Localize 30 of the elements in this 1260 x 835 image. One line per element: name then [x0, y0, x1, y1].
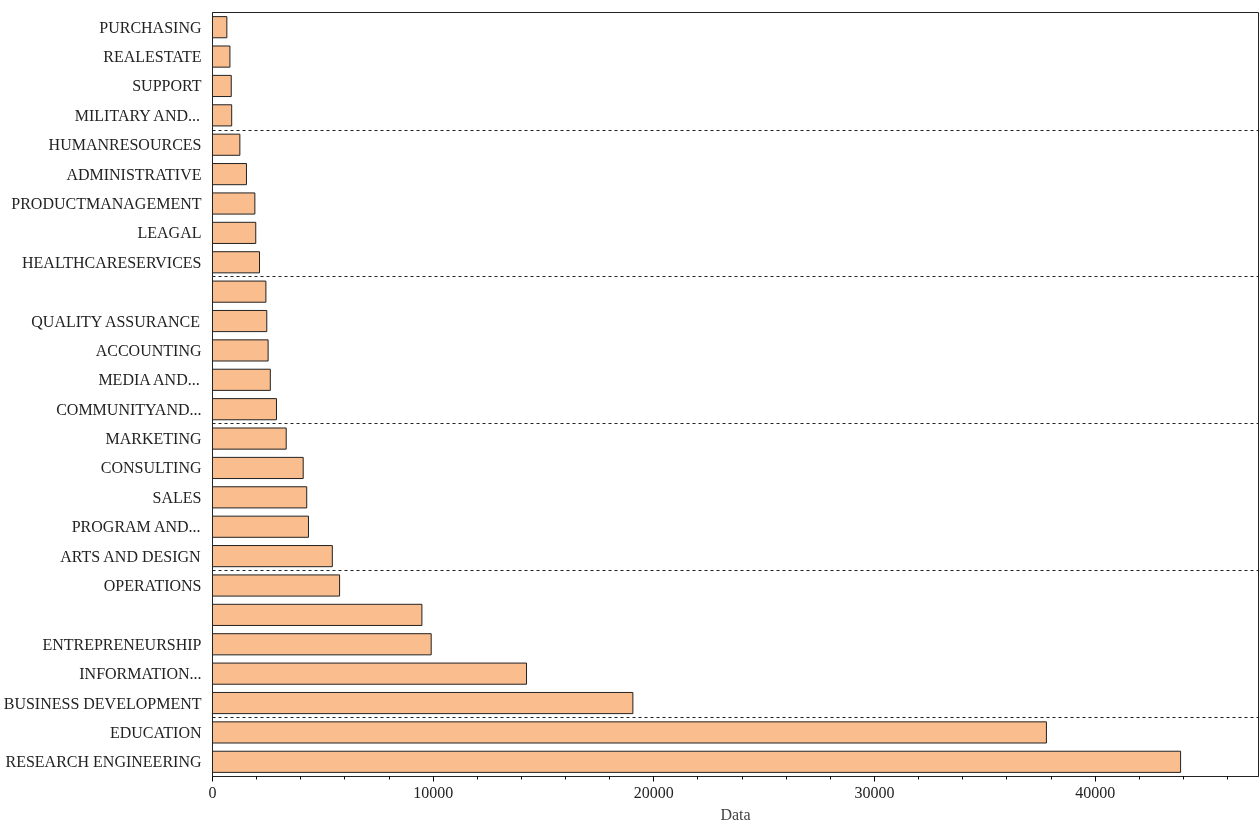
y-tick-label: MILITARY AND...: [74, 106, 201, 124]
x-tick-label: 30000: [854, 783, 895, 801]
y-tick-label: PROGRAM AND...: [71, 518, 201, 536]
y-tick-label: PRODUCTMANAGEMENT: [11, 195, 202, 212]
y-tick-label: EDUCATION: [109, 723, 202, 741]
x-tick-label: 40000: [1075, 783, 1116, 801]
x-axis-title: Data: [720, 805, 751, 823]
y-tick-label: OPERATIONS: [103, 577, 202, 594]
x-tick-label: 20000: [633, 783, 674, 801]
y-tick-label: MEDIA AND...: [98, 371, 200, 389]
y-tick-label: REALESTATE: [103, 48, 202, 66]
y-tick-label: SALES: [152, 488, 202, 506]
y-tick-label: ACCOUNTING: [95, 341, 202, 359]
y-tick-label: ENTREPRENEURSHIP: [42, 635, 202, 653]
y-tick-label: MARKETING: [105, 430, 202, 448]
y-tick-label: HUMANRESOURCES: [48, 136, 202, 154]
y-tick-label: CONSULTING: [100, 459, 202, 477]
x-tick-label: 0: [208, 783, 217, 801]
y-tick-label: PURCHASING: [99, 18, 202, 36]
y-tick-label: ADMINISTRATIVE: [66, 165, 202, 183]
y-tick-label: COMMUNITYAND...: [56, 400, 202, 418]
y-tick-label: QUALITY ASSURANCE: [31, 312, 201, 330]
y-tick-label: SUPPORT: [132, 77, 202, 95]
y-tick-label: RESEARCH ENGINEERING: [5, 753, 202, 771]
y-tick-label: LEAGAL: [137, 224, 202, 242]
y-tick-label: INFORMATION...: [79, 665, 202, 683]
y-tick-label: BUSINESS DEVELOPMENT: [3, 694, 202, 712]
y-tick-label: HEALTHCARESERVICES: [22, 253, 202, 271]
y-tick-label: ARTS AND DESIGN: [60, 547, 202, 565]
x-tick-label: 10000: [413, 783, 454, 801]
